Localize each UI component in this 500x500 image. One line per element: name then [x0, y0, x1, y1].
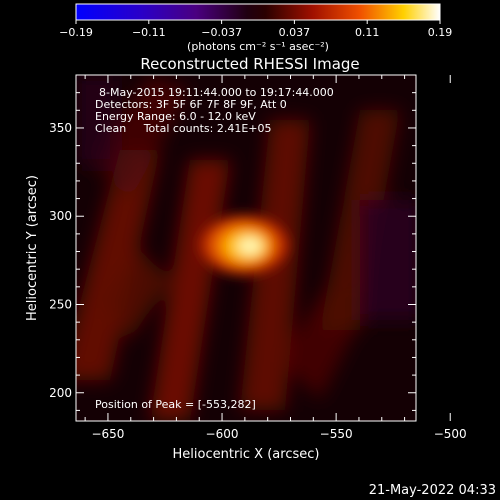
colorbar: −0.19 −0.11 −0.037 0.037 0.11 0.19 (photons c… [59, 4, 452, 53]
chart-title: Reconstructed RHESSI Image [140, 55, 359, 73]
colorbar-gradient [76, 4, 440, 20]
colorbar-tick-label: −0.19 [59, 26, 93, 39]
x-tick-label: −600 [206, 427, 239, 441]
x-tick-label: −550 [320, 427, 353, 441]
y-tick-label: 200 [49, 386, 72, 400]
colorbar-tick-label: −0.11 [132, 26, 166, 39]
colorbar-tick-label: 0.037 [279, 26, 311, 39]
x-axis-label: Heliocentric X (arcsec) [173, 447, 320, 462]
footer-timestamp: 21-May-2022 04:33 [369, 483, 496, 498]
colorbar-tick-label: 0.11 [355, 26, 380, 39]
peak-position-label: Position of Peak = [-553,282] [95, 398, 256, 411]
y-tick-label: 350 [49, 121, 72, 135]
x-tick-label: −650 [91, 427, 124, 441]
y-tick-label: 300 [49, 209, 72, 223]
colorbar-ticks: −0.19 −0.11 −0.037 0.037 0.11 0.19 [59, 20, 452, 39]
colorbar-tick-label: 0.19 [428, 26, 453, 39]
y-tick-label: 250 [49, 297, 72, 311]
colorbar-tick-label: −0.037 [201, 26, 242, 39]
peak-source [200, 215, 288, 275]
y-axis-label: Heliocentric Y (arcsec) [25, 175, 40, 321]
colorbar-unit-label: (photons cm⁻² s⁻¹ asec⁻²) [187, 40, 329, 53]
x-tick-label: −500 [434, 427, 467, 441]
clean-counts-label: Clean Total counts: 2.41E+05 [95, 122, 272, 135]
